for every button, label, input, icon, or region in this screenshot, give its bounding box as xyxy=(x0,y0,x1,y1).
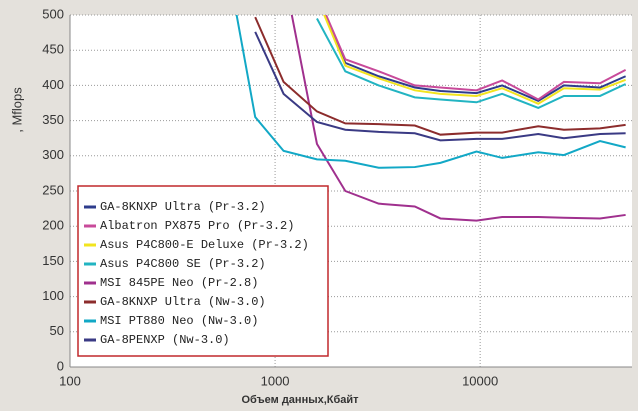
series-line xyxy=(316,18,627,110)
x-axis-label: Объем данных,Кбайт xyxy=(241,394,359,406)
y-tick-label: 100 xyxy=(42,288,64,303)
series-line xyxy=(290,15,626,222)
y-tick-label: 450 xyxy=(42,42,64,57)
y-tick-label: 200 xyxy=(42,218,64,233)
y-tick-label: 50 xyxy=(50,323,64,338)
legend-label: Asus P4C800-E Deluxe (Pr-3.2) xyxy=(100,238,309,252)
x-tick-label: 100 xyxy=(59,373,81,388)
legend-label: MSI PT880 Neo (Nw-3.0) xyxy=(100,314,258,328)
series-line xyxy=(324,15,627,103)
legend xyxy=(77,185,329,357)
legend-label: MSI 845PE Neo (Pr-2.8) xyxy=(100,276,258,290)
y-tick-label: 150 xyxy=(42,253,64,268)
series-line xyxy=(323,15,626,105)
series-line xyxy=(254,31,626,142)
legend-label: GA-8KNXP Ultra (Pr-3.2) xyxy=(100,200,266,214)
series-line xyxy=(325,15,627,101)
y-tick-label: 300 xyxy=(42,147,64,162)
y-tick-label: 400 xyxy=(42,77,64,92)
legend-label: GA-8KNXP Ultra (Nw-3.0) xyxy=(100,295,266,309)
series-line xyxy=(235,15,626,169)
legend-label: Asus P4C800 SE (Pr-3.2) xyxy=(100,257,266,271)
y-tick-label: 0 xyxy=(57,358,64,373)
legend-label: GA-8PENXP (Nw-3.0) xyxy=(100,333,230,347)
series-line xyxy=(254,16,626,136)
y-axis-label: , Mflops xyxy=(9,87,24,133)
x-tick-label: 1000 xyxy=(261,373,290,388)
y-tick-label: 500 xyxy=(42,6,64,21)
y-tick-label: 250 xyxy=(42,182,64,197)
y-tick-label: 350 xyxy=(42,112,64,127)
legend-label: Albatron PX875 Pro (Pr-3.2) xyxy=(100,219,294,233)
x-tick-label: 10000 xyxy=(462,373,498,388)
